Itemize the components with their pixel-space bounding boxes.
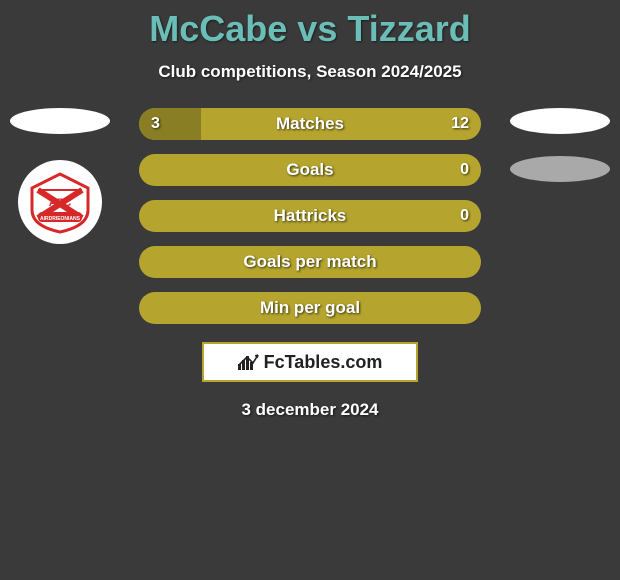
footer-attribution[interactable]: FcTables.com: [202, 342, 418, 382]
left-club-badge: AFC AIRDRIEONIANS: [18, 160, 102, 244]
badge-afc-text: AFC: [49, 197, 72, 209]
date-text: 3 december 2024: [0, 400, 620, 420]
stat-row-goals-per-match: Goals per match: [139, 246, 481, 278]
stat-label: Goals per match: [243, 252, 376, 272]
badge-club-name: AIRDRIEONIANS: [40, 216, 81, 222]
bar-fill-left: [139, 108, 201, 140]
stat-value-right: 0: [460, 161, 469, 179]
stat-label: Min per goal: [260, 298, 360, 318]
left-player-column: AFC AIRDRIEONIANS: [10, 108, 110, 244]
right-country-ellipse: [510, 108, 610, 134]
stat-label: Matches: [276, 114, 344, 134]
right-player-column: [510, 108, 610, 204]
stat-row-goals: Goals 0: [139, 154, 481, 186]
stat-label: Hattricks: [274, 206, 347, 226]
stat-bars: 3 Matches 12 Goals 0 Hattricks 0 Goals p…: [139, 108, 481, 324]
stat-value-left: 3: [151, 115, 160, 133]
footer-text: FcTables.com: [264, 352, 383, 373]
stat-row-hattricks: Hattricks 0: [139, 200, 481, 232]
right-club-ellipse: [510, 156, 610, 182]
subtitle: Club competitions, Season 2024/2025: [0, 62, 620, 82]
page-title: McCabe vs Tizzard: [0, 0, 620, 50]
stat-row-matches: 3 Matches 12: [139, 108, 481, 140]
fctables-logo-icon: [238, 352, 260, 372]
airdrieonians-badge-icon: AFC AIRDRIEONIANS: [28, 170, 92, 234]
stat-value-right: 12: [451, 115, 469, 133]
stat-label: Goals: [286, 160, 333, 180]
stat-value-right: 0: [460, 207, 469, 225]
stat-row-min-per-goal: Min per goal: [139, 292, 481, 324]
left-country-ellipse: [10, 108, 110, 134]
comparison-area: AFC AIRDRIEONIANS 3 Matches 12 Goals 0: [0, 108, 620, 324]
